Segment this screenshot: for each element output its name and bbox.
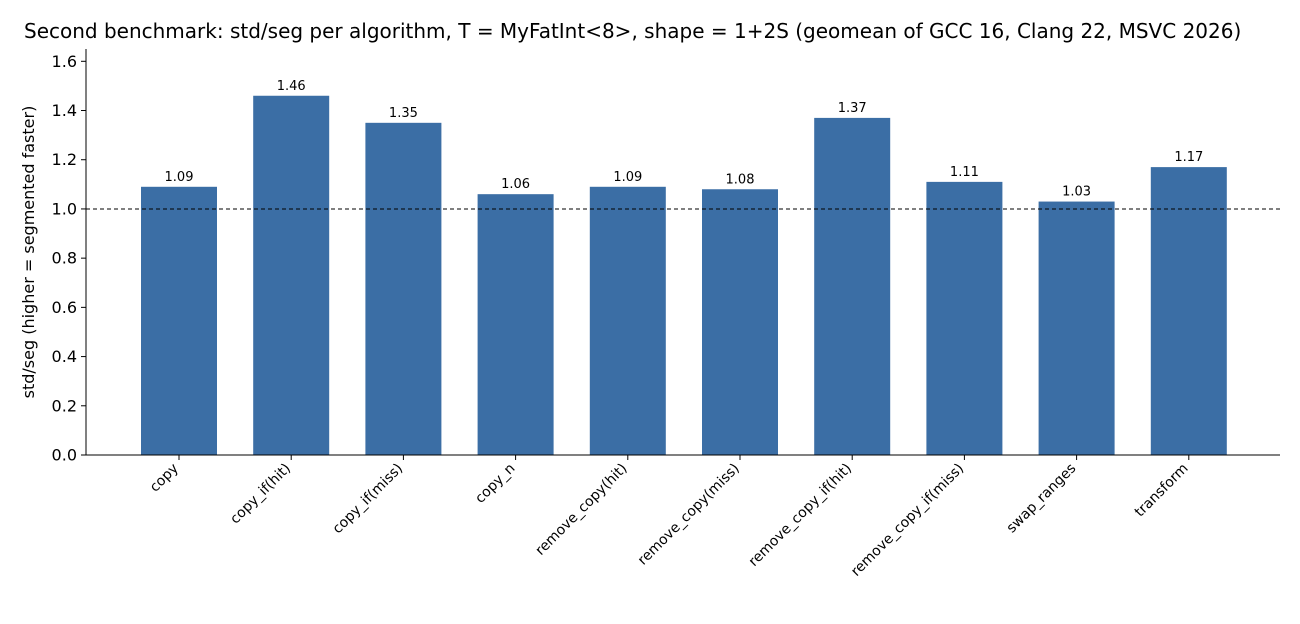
- data-label-7: 1.11: [950, 165, 979, 180]
- bar-9: [1150, 167, 1227, 456]
- plot-area: 1.09 1.46 1.35 1.06 1.09 1.08 1.37 1.11 1.03 1.17…: [52, 49, 1280, 580]
- data-label-5: 1.08: [726, 172, 755, 187]
- y-tick-label-6: 1.2: [52, 150, 77, 169]
- x-tick-label-0: copy: [147, 461, 182, 496]
- x-tick-label-1: copy_if(hit): [227, 461, 294, 528]
- y-tick-label-7: 1.4: [52, 101, 77, 120]
- x-tick-label-8: swap_ranges: [1004, 461, 1080, 537]
- bar-2: [365, 122, 442, 456]
- bar-7: [926, 181, 1003, 455]
- bar-3: [477, 194, 554, 455]
- y-tick-label-4: 0.8: [52, 249, 77, 268]
- x-tick-label-9: transform: [1132, 461, 1192, 521]
- bar-5: [702, 189, 778, 455]
- data-label-6: 1.37: [838, 101, 867, 116]
- x-tick-label-5: remove_copy(miss): [635, 461, 743, 569]
- data-label-4: 1.09: [613, 170, 642, 185]
- x-tick-label-4: remove_copy(hit): [532, 461, 630, 559]
- bar-1: [253, 95, 330, 455]
- x-tick-label-6: remove_copy_if(hit): [746, 461, 855, 570]
- chart-title: Second benchmark: std/seg per algorithm,…: [24, 19, 1241, 43]
- data-label-0: 1.09: [165, 170, 194, 185]
- y-tick-label-0: 0.0: [52, 446, 77, 465]
- y-axis-label: std/seg (higher = segmented faster): [19, 106, 38, 399]
- y-tick-label-2: 0.4: [52, 347, 77, 366]
- x-tick-label-7: remove_copy_if(miss): [848, 461, 967, 580]
- x-tick-label-2: copy_if(miss): [330, 461, 407, 538]
- data-label-3: 1.06: [501, 177, 530, 192]
- bar-8: [1038, 201, 1115, 455]
- x-tick-label-3: copy_n: [472, 461, 518, 507]
- data-label-8: 1.03: [1062, 185, 1091, 200]
- bar-6: [814, 117, 891, 455]
- data-label-2: 1.35: [389, 106, 418, 121]
- y-tick-label-8: 1.6: [52, 52, 77, 71]
- data-label-9: 1.17: [1174, 150, 1203, 165]
- bar-0: [141, 186, 217, 455]
- y-tick-label-3: 0.6: [52, 298, 77, 317]
- data-label-1: 1.46: [277, 79, 306, 94]
- y-tick-label-5: 1.0: [52, 199, 77, 218]
- bar-4: [589, 186, 666, 455]
- y-tick-label-1: 0.2: [52, 396, 77, 415]
